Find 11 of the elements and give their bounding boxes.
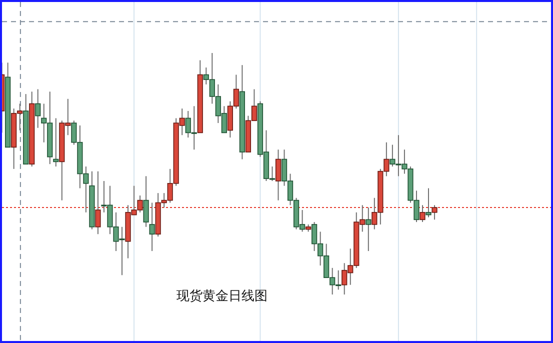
candlestick — [149, 202, 155, 252]
candlestick — [143, 176, 149, 228]
text: 现货黄金日线图 — [176, 289, 268, 304]
candlestick — [95, 170, 101, 235]
candlestick — [432, 204, 438, 220]
candlestick — [420, 204, 426, 223]
candlestick — [53, 118, 59, 168]
candlestick — [366, 207, 372, 252]
candlestick — [275, 149, 282, 201]
candlestick — [35, 88, 41, 128]
candlestick — [426, 188, 432, 218]
